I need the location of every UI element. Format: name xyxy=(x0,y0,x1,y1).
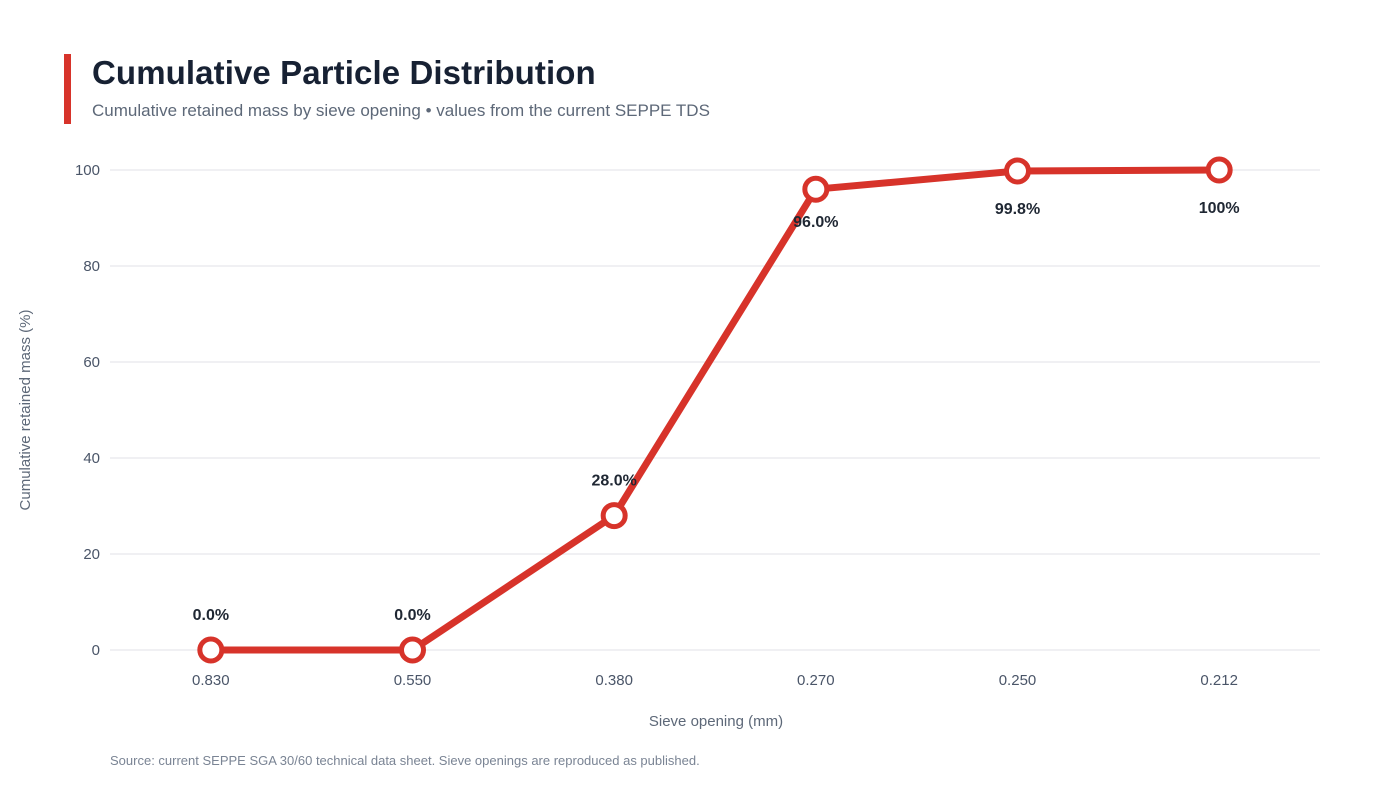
y-tick-label: 80 xyxy=(83,258,100,275)
chart-subtitle: Cumulative retained mass by sieve openin… xyxy=(92,101,710,120)
x-tick-label: 0.550 xyxy=(394,672,432,689)
data-label: 96.0% xyxy=(793,214,838,231)
data-labels: 0.0% 0.0% 28.0% 96.0% 99.8% 100% xyxy=(193,200,1240,624)
y-axis-label: Cumulative retained mass (%) xyxy=(17,310,34,511)
chart-title: Cumulative Particle Distribution xyxy=(92,54,596,91)
x-tick-label: 0.270 xyxy=(797,672,835,689)
data-point xyxy=(600,502,628,530)
data-point xyxy=(197,636,225,664)
y-tick-label: 0 xyxy=(92,642,100,659)
data-label: 0.0% xyxy=(394,607,430,624)
data-label: 99.8% xyxy=(995,201,1040,218)
series-line xyxy=(207,166,1223,654)
x-tick-label: 0.212 xyxy=(1200,672,1238,689)
x-tick-label: 0.380 xyxy=(595,672,633,689)
data-point xyxy=(1205,156,1233,184)
data-point xyxy=(802,175,830,203)
y-tick-label: 40 xyxy=(83,450,100,467)
y-axis-ticks: 0 20 40 60 80 100 xyxy=(75,162,100,659)
data-label: 100% xyxy=(1199,200,1240,217)
x-tick-label: 0.830 xyxy=(192,672,230,689)
y-tick-label: 100 xyxy=(75,162,100,179)
source-note: Source: current SEPPE SGA 30/60 technica… xyxy=(110,753,700,768)
grid-lines xyxy=(110,169,1320,651)
data-label: 28.0% xyxy=(591,473,636,490)
data-point xyxy=(399,636,426,664)
x-tick-label: 0.250 xyxy=(999,672,1037,689)
y-tick-label: 20 xyxy=(83,546,100,563)
data-point xyxy=(1004,157,1031,185)
data-label: 0.0% xyxy=(193,607,229,624)
x-axis-label: Sieve opening (mm) xyxy=(649,713,783,730)
series-cumulative-retained xyxy=(197,156,1233,664)
y-tick-label: 60 xyxy=(83,354,100,371)
x-axis-ticks: 0.830 0.550 0.380 0.270 0.250 0.212 xyxy=(192,672,1238,689)
title-accent-bar xyxy=(64,54,71,124)
